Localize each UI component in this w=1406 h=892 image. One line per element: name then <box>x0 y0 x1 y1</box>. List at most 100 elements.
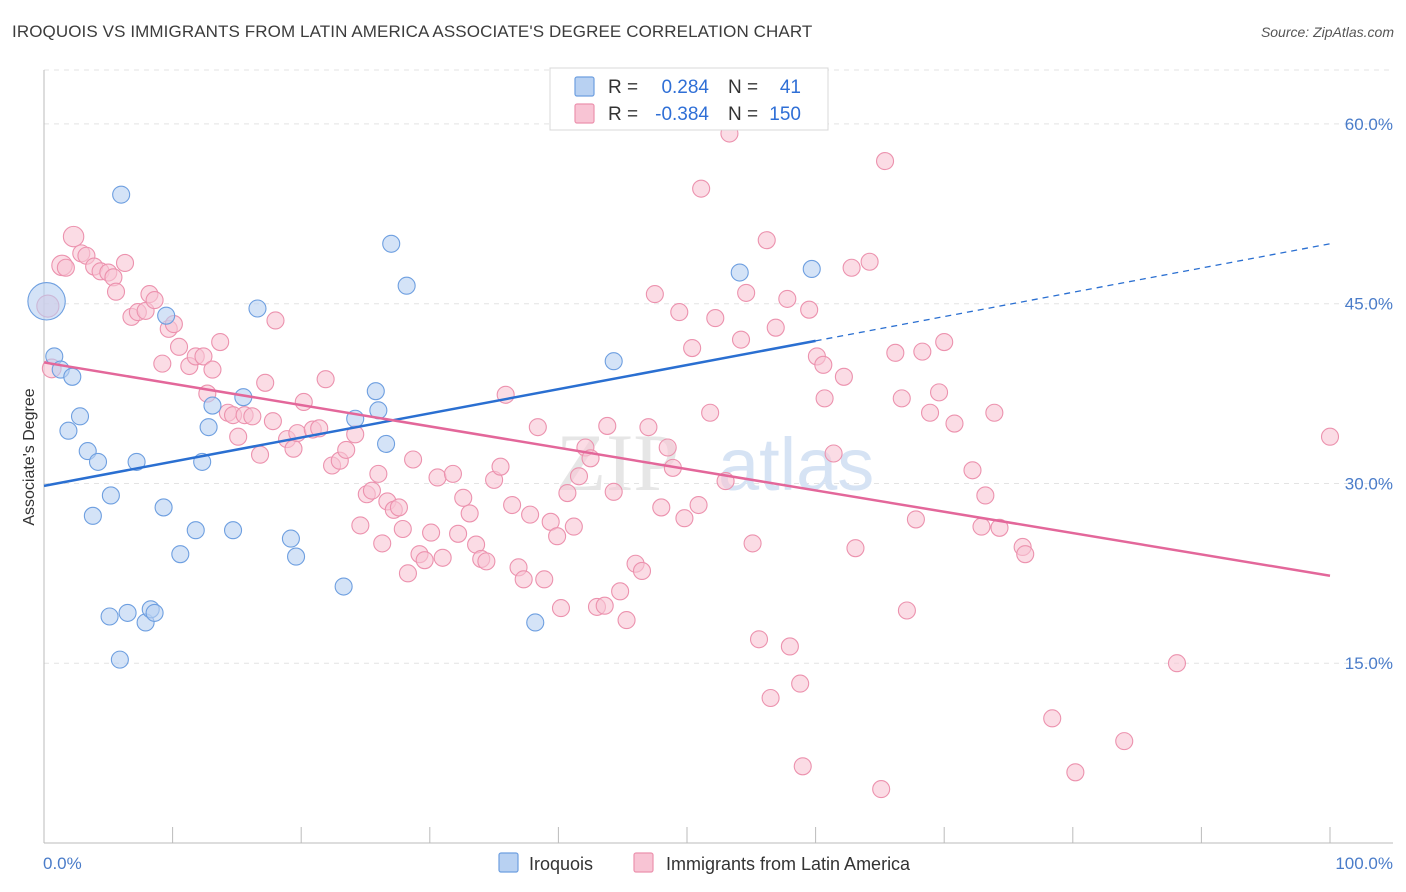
latam-point <box>791 674 810 693</box>
latam-point <box>404 450 423 469</box>
latam-point <box>449 524 468 543</box>
latam-point <box>229 427 248 446</box>
latam-point <box>860 252 879 271</box>
latam-point <box>62 225 85 248</box>
latam-point <box>454 488 473 507</box>
latam-point <box>780 637 799 656</box>
iroquois-point <box>157 306 176 325</box>
latam-point <box>875 152 895 171</box>
latam-point <box>551 599 571 618</box>
stats-n-label-latam: N = <box>728 104 758 125</box>
stats-n-label-iroquois: N = <box>728 77 758 98</box>
latam-point <box>892 389 911 408</box>
latam-point <box>757 231 776 250</box>
iroquois-point <box>802 259 821 278</box>
iroquois-point <box>110 650 129 669</box>
x-tick-label-max: 100.0% <box>1335 854 1393 873</box>
latam-point <box>683 338 702 358</box>
stats-r-label-latam: R = <box>608 104 638 125</box>
latam-point <box>675 509 694 528</box>
latam-point <box>689 495 708 515</box>
latam-point <box>266 311 285 330</box>
latam-point <box>963 461 982 480</box>
latam-point <box>428 468 447 487</box>
latam-point <box>56 258 75 277</box>
latam-point <box>604 482 623 501</box>
latam-point <box>778 289 797 308</box>
latam-point <box>972 517 991 536</box>
iroquois-point <box>70 407 90 426</box>
latam-point <box>443 464 462 483</box>
iroquois-point <box>88 452 108 471</box>
iroquois-point <box>101 486 120 505</box>
latam-point <box>284 439 303 458</box>
iroquois-point <box>112 185 131 204</box>
stats-r-value-latam: -0.384 <box>655 104 709 125</box>
legend-label-iroquois: Iroquois <box>529 854 593 874</box>
iroquois-point <box>83 506 102 525</box>
latam-point <box>521 505 540 524</box>
latam-point <box>535 570 554 589</box>
latam-point <box>243 407 262 426</box>
stats-box: R = 0.284 N = 41 R = -0.384 N = 150 <box>549 67 829 131</box>
latam-point <box>846 539 865 558</box>
latam-point <box>351 516 370 535</box>
latam-point <box>373 534 392 553</box>
latam-point <box>731 330 751 349</box>
latam-point <box>617 611 636 630</box>
stats-n-value-latam: 150 <box>769 104 801 125</box>
iroquois-point <box>171 545 190 564</box>
latam-point <box>256 373 275 392</box>
latam-point <box>639 418 658 437</box>
series-iroquois-points <box>27 185 821 669</box>
iroquois-point <box>223 521 243 540</box>
latam-point <box>460 504 479 523</box>
chart-title: IROQUOIS VS IMMIGRANTS FROM LATIN AMERIC… <box>12 22 813 41</box>
latam-point <box>930 383 949 402</box>
latam-point <box>528 418 547 437</box>
iroquois-point <box>377 434 396 453</box>
y-tick-label: 30.0% <box>1345 474 1393 493</box>
iroquois-point <box>100 607 119 626</box>
y-tick-label: 15.0% <box>1345 654 1393 673</box>
y-tick-label: 60.0% <box>1345 115 1393 134</box>
x-tick-labels: 0.0% 100.0% <box>43 854 1393 873</box>
latam-point <box>422 523 441 542</box>
stats-swatch-iroquois <box>574 76 595 97</box>
stats-swatch-latam <box>574 103 595 124</box>
legend-swatch-iroquois <box>498 852 519 873</box>
iroquois-point <box>526 613 545 632</box>
latam-point <box>362 481 381 500</box>
latam-point <box>897 601 916 620</box>
iroquois-point <box>604 352 623 371</box>
latam-point <box>294 392 313 412</box>
latam-point <box>814 355 833 374</box>
latam-point <box>1043 709 1062 728</box>
latam-point <box>632 561 652 581</box>
iroquois-point <box>145 603 164 622</box>
latam-point <box>415 551 434 570</box>
latam-point <box>945 414 964 433</box>
latam-point <box>872 780 891 799</box>
latam-point <box>558 484 577 503</box>
axes <box>43 70 1393 844</box>
latam-point <box>477 552 496 571</box>
latam-point <box>793 757 812 776</box>
latam-point <box>1167 654 1187 673</box>
latam-point <box>706 309 725 328</box>
latam-point <box>153 354 172 373</box>
iroquois-point <box>730 263 749 282</box>
latam-point <box>263 412 282 431</box>
latam-point <box>115 253 135 273</box>
latam-point <box>701 403 720 422</box>
latam-point <box>990 518 1009 537</box>
latam-point <box>652 498 671 517</box>
latam-point <box>595 596 614 615</box>
latam-point <box>211 332 230 352</box>
iroquois-point <box>203 396 222 415</box>
latam-point <box>598 416 617 435</box>
latam-point <box>611 582 630 601</box>
x-tick-label-min: 0.0% <box>43 854 82 873</box>
latam-point <box>1115 732 1134 751</box>
